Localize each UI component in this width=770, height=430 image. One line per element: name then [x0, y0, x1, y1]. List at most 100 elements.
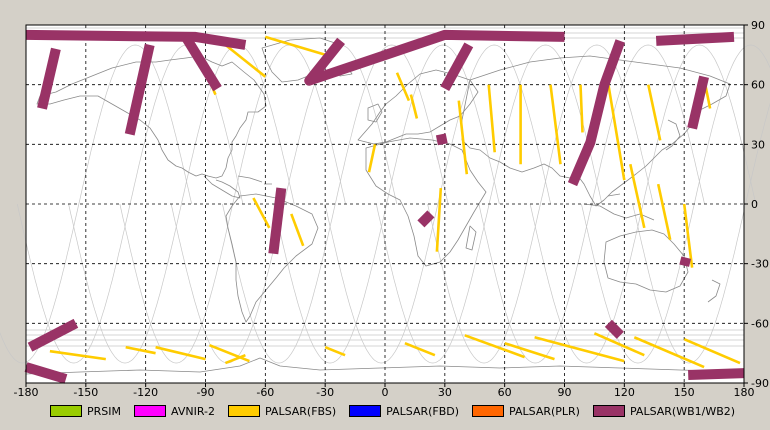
coverage-map: -180 -150 -120 -90 -60 -30 0 30 60 90 120 150 180 90…	[0, 19, 770, 399]
wb-swath	[435, 133, 448, 146]
fbs-swath	[224, 353, 246, 365]
japan	[665, 119, 681, 151]
y-tick-label: 90	[751, 19, 765, 32]
legend-label: PALSAR(FBD)	[386, 404, 460, 418]
fbs-swath	[264, 35, 326, 57]
north-america-coast	[36, 55, 267, 179]
south-america-coast	[225, 193, 319, 323]
fbs-swath	[504, 341, 555, 361]
x-tick-label: -150	[73, 386, 98, 399]
wb-swath	[604, 319, 624, 339]
y-tick-label: 0	[751, 198, 758, 211]
fbs-swath	[324, 345, 346, 357]
legend-swatch	[50, 405, 82, 417]
fbs-swath	[290, 213, 305, 247]
legend-label: PALSAR(WB1/WB2)	[629, 404, 736, 418]
palsar-fbs-swaths	[49, 35, 741, 369]
fbs-swath	[404, 341, 436, 357]
wb-swath	[567, 39, 625, 187]
fbs-swath	[593, 332, 645, 357]
legend-label: AVNIR-2	[171, 404, 215, 418]
y-tick-label: 30	[751, 138, 765, 151]
fbs-swath	[395, 72, 411, 102]
orbit-track	[222, 44, 449, 364]
x-tick-label: 150	[674, 386, 695, 399]
y-tick-label: 60	[751, 79, 765, 92]
x-tick-label: -120	[133, 386, 158, 399]
legend-swatch	[134, 405, 166, 417]
orbit-track	[0, 44, 193, 364]
wb-swath	[440, 42, 474, 92]
legend-item: PRSIM	[50, 405, 121, 418]
fbs-swath	[487, 84, 496, 153]
central-america-coast	[203, 175, 241, 199]
fbs-swath	[647, 84, 662, 141]
legend-swatch	[472, 405, 505, 417]
fbs-swath	[155, 345, 206, 361]
madagascar	[465, 225, 477, 251]
wb-swath	[27, 318, 79, 352]
fbs-swath	[656, 183, 672, 241]
antarctica-coast	[25, 357, 745, 375]
asia-coast	[461, 55, 731, 207]
x-tick-label: 60	[498, 386, 512, 399]
legend-item: AVNIR-2	[134, 405, 215, 418]
wb-swath	[655, 31, 735, 46]
legend: PRSIM AVNIR-2 PALSAR(FBS) PALSAR(FBD) PALSAR…	[50, 403, 748, 419]
wb-swath	[417, 210, 435, 228]
palsar-wb-swaths	[24, 29, 745, 384]
x-tick-label: 180	[734, 386, 755, 399]
wb-swath	[24, 362, 68, 384]
legend-item: PALSAR(FBS)	[227, 405, 336, 418]
fbs-swath	[683, 338, 741, 365]
legend-swatch	[592, 405, 625, 417]
wb-swath	[37, 47, 61, 110]
x-tick-label: 30	[438, 386, 452, 399]
fbs-swath	[534, 336, 625, 363]
fbs-swath	[367, 144, 377, 173]
new-zealand	[707, 279, 721, 303]
fbs-swath	[252, 197, 271, 229]
fbs-swath	[607, 84, 626, 181]
wb-swath	[304, 29, 565, 86]
orbit-track	[529, 44, 757, 364]
x-tick-label: -180	[14, 386, 39, 399]
y-tick-label: -90	[751, 377, 769, 390]
fbs-swath	[409, 94, 419, 119]
fbs-swath	[435, 188, 443, 252]
wb-swath	[181, 34, 222, 92]
wb-swath	[688, 368, 745, 380]
y-tick-label: -30	[751, 258, 769, 271]
legend-label: PALSAR(PLR)	[509, 404, 580, 418]
fbs-swath	[49, 349, 106, 361]
wb-swath	[124, 43, 155, 136]
x-tick-label: 120	[614, 386, 635, 399]
fbs-swath	[224, 43, 267, 78]
x-tick-label: -30	[316, 386, 334, 399]
legend-item: PALSAR(PLR)	[472, 405, 580, 418]
orbit-track	[68, 44, 295, 364]
legend-swatch	[227, 405, 260, 417]
coastlines	[25, 37, 745, 375]
fbs-swath	[579, 84, 584, 133]
longitude-ticks: -180 -150 -120 -90 -60 -30 0 30 60 90 120 150 180	[14, 383, 755, 399]
fbs-swath	[464, 334, 526, 359]
europe-coast	[357, 69, 479, 145]
fbs-swath	[549, 84, 562, 165]
british-isles	[367, 103, 383, 123]
wb-swath	[268, 187, 287, 255]
x-tick-label: -60	[256, 386, 274, 399]
fbs-swath	[209, 343, 250, 363]
y-tick-label: -60	[751, 317, 769, 330]
fbs-swath	[125, 345, 156, 355]
x-tick-label: 90	[558, 386, 572, 399]
fbs-swath	[682, 203, 694, 268]
legend-label: PRSIM	[87, 404, 121, 418]
fbs-swath	[629, 163, 646, 229]
wb-swath	[25, 29, 247, 50]
x-tick-label: 0	[382, 386, 389, 399]
legend-swatch	[349, 405, 382, 417]
wb-swath	[679, 256, 692, 267]
x-tick-label: -90	[197, 386, 215, 399]
legend-item: PALSAR(WB1/WB2)	[592, 404, 736, 418]
